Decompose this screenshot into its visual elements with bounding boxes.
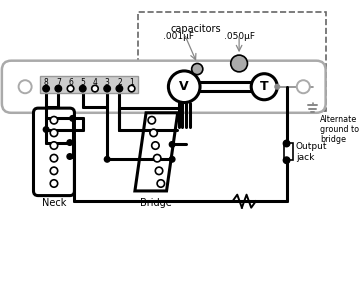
Circle shape	[50, 116, 58, 124]
Circle shape	[128, 85, 135, 92]
Text: .001μF: .001μF	[163, 32, 194, 41]
Circle shape	[67, 140, 73, 145]
Circle shape	[251, 74, 277, 100]
Circle shape	[79, 85, 86, 92]
Text: 8: 8	[44, 78, 48, 87]
Circle shape	[104, 85, 110, 92]
Polygon shape	[135, 113, 178, 191]
Circle shape	[19, 80, 32, 93]
Circle shape	[104, 157, 110, 162]
Text: Neck: Neck	[42, 198, 66, 208]
Bar	[40, 76, 138, 93]
Circle shape	[67, 85, 74, 92]
Circle shape	[67, 154, 73, 159]
Circle shape	[50, 154, 58, 162]
Circle shape	[168, 71, 200, 103]
Circle shape	[153, 154, 161, 162]
Text: 3: 3	[105, 78, 110, 87]
Circle shape	[169, 157, 175, 162]
Circle shape	[283, 157, 290, 164]
Text: 1: 1	[129, 78, 134, 87]
Circle shape	[55, 85, 62, 92]
Bar	[138, 12, 326, 111]
Text: T: T	[260, 80, 269, 93]
Text: 6: 6	[68, 78, 73, 87]
FancyBboxPatch shape	[2, 61, 326, 113]
Text: .050μF: .050μF	[223, 32, 255, 41]
Circle shape	[43, 127, 49, 132]
Circle shape	[50, 180, 58, 187]
Circle shape	[283, 140, 290, 147]
Circle shape	[50, 129, 58, 137]
Text: capacitors: capacitors	[170, 24, 221, 34]
Circle shape	[70, 116, 75, 121]
Circle shape	[43, 85, 49, 92]
Text: Alternate
ground to
bridge: Alternate ground to bridge	[320, 115, 359, 144]
Circle shape	[192, 64, 203, 75]
Text: V: V	[179, 80, 189, 93]
Circle shape	[231, 55, 248, 72]
Circle shape	[152, 142, 159, 149]
Text: 7: 7	[56, 78, 61, 87]
Circle shape	[157, 180, 165, 187]
Circle shape	[50, 167, 58, 175]
Circle shape	[148, 116, 156, 124]
Circle shape	[92, 85, 98, 92]
Text: 2: 2	[117, 78, 122, 87]
Circle shape	[116, 85, 123, 92]
Circle shape	[169, 142, 175, 147]
Text: 4: 4	[92, 78, 97, 87]
FancyBboxPatch shape	[34, 108, 74, 196]
Circle shape	[155, 167, 163, 175]
Bar	[284, 143, 293, 160]
Circle shape	[150, 129, 157, 137]
Text: Bridge: Bridge	[140, 198, 172, 208]
Text: Output
jack: Output jack	[296, 142, 327, 162]
Text: 5: 5	[80, 78, 85, 87]
Circle shape	[275, 84, 279, 89]
Circle shape	[50, 142, 58, 149]
Circle shape	[297, 80, 310, 93]
